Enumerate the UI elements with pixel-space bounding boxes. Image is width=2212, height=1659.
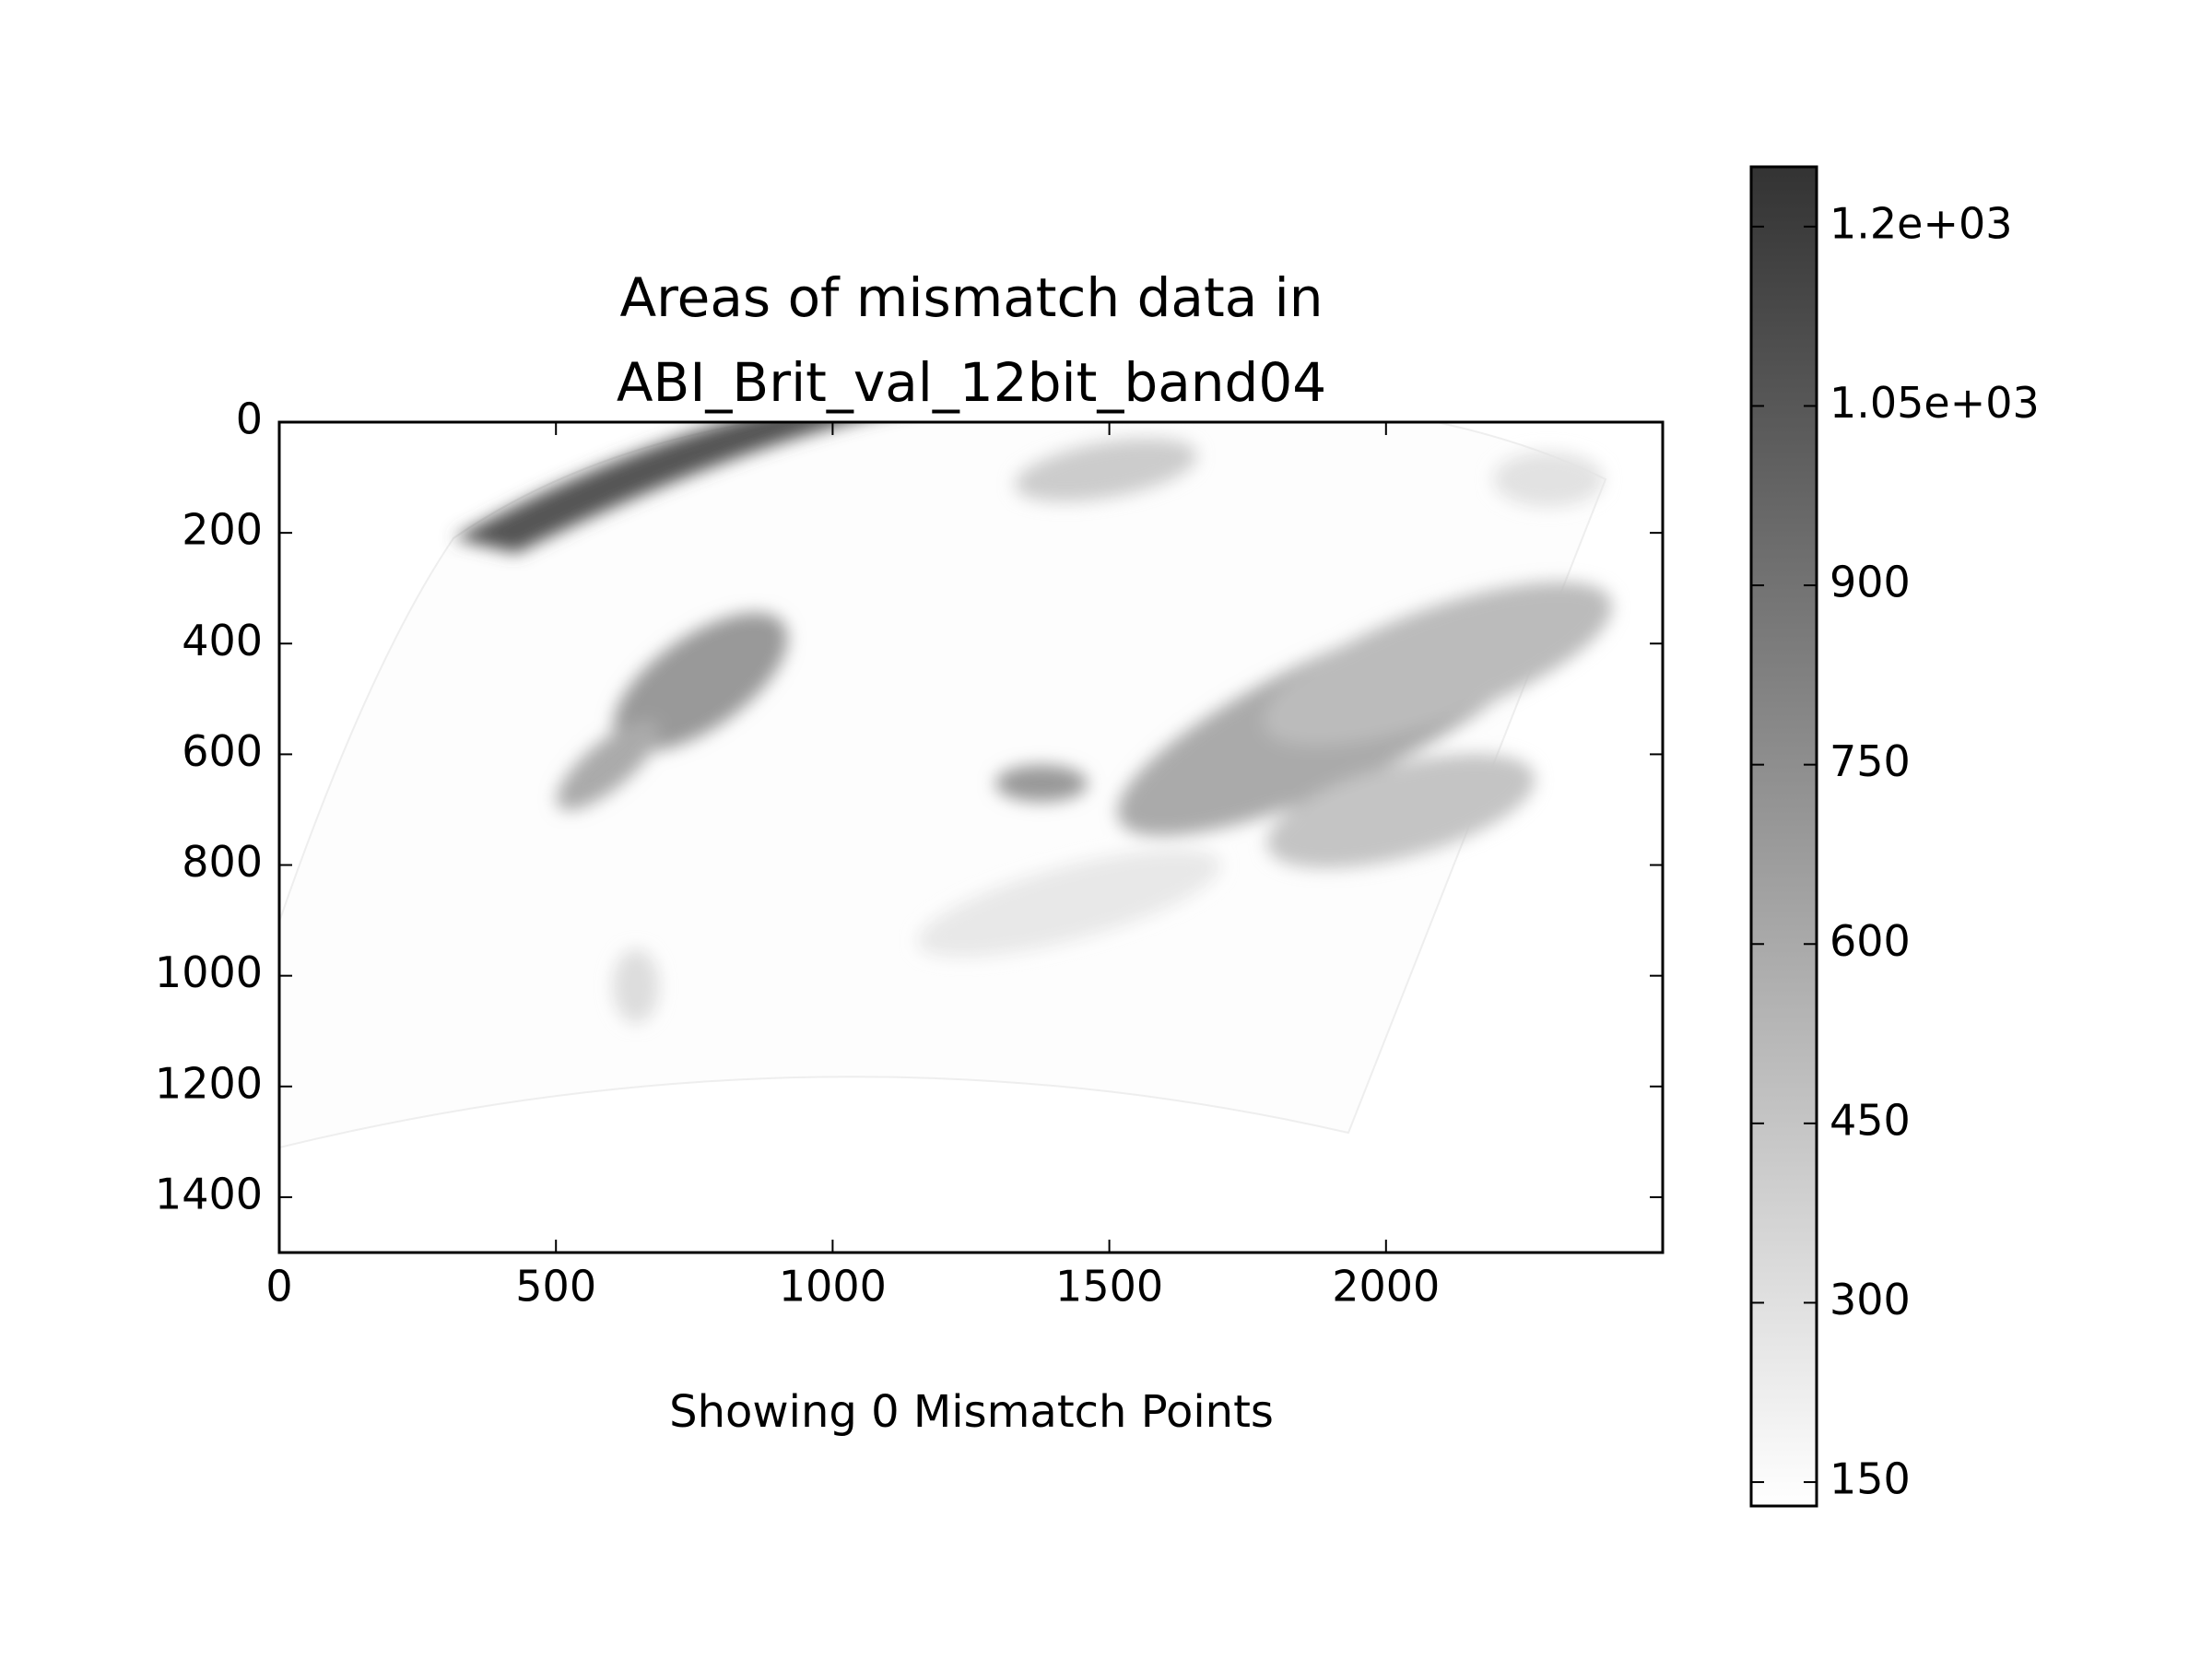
colorbar-tick-label: 1.05e+03: [1830, 378, 2040, 428]
colorbar-tick-label: 600: [1830, 916, 1911, 966]
colorbar-tick-label: 1.2e+03: [1830, 198, 2013, 248]
axes-frame: [277, 420, 1665, 1254]
y-tick-label: 600: [182, 726, 263, 776]
colorbar-tick-label: 750: [1830, 736, 1911, 786]
y-tick-label: 1000: [155, 947, 263, 997]
y-tick-label: 1200: [155, 1058, 263, 1108]
image-region: [279, 422, 1607, 1149]
y-tick-label: 0: [236, 394, 263, 444]
colorbar: [1749, 165, 1818, 1508]
x-tick-label: 500: [515, 1262, 596, 1312]
colorbar-tick-label: 300: [1830, 1275, 1911, 1324]
x-axis-label: Showing 0 Mismatch Points: [669, 1386, 1274, 1438]
x-tick-label: 2000: [1332, 1262, 1440, 1312]
image: [279, 422, 1613, 1149]
chart-title: ABI_Brit_val_12bit_band04: [617, 351, 1326, 414]
y-tick-label: 1400: [155, 1169, 263, 1218]
y-tick-label: 800: [182, 837, 263, 887]
colorbar-tick-label: 450: [1830, 1095, 1911, 1145]
image-features: [453, 422, 1613, 1023]
colorbar-tick-label: 900: [1830, 558, 1911, 607]
colorbar-tick-label: 150: [1830, 1454, 1911, 1504]
y-tick-label: 400: [182, 616, 263, 665]
x-tick-label: 1500: [1055, 1262, 1163, 1312]
y-tick-label: 200: [182, 505, 263, 555]
x-tick-label: 1000: [779, 1262, 887, 1312]
chart-title: Areas of mismatch data in: [619, 266, 1323, 329]
x-tick-label: 0: [265, 1262, 292, 1312]
